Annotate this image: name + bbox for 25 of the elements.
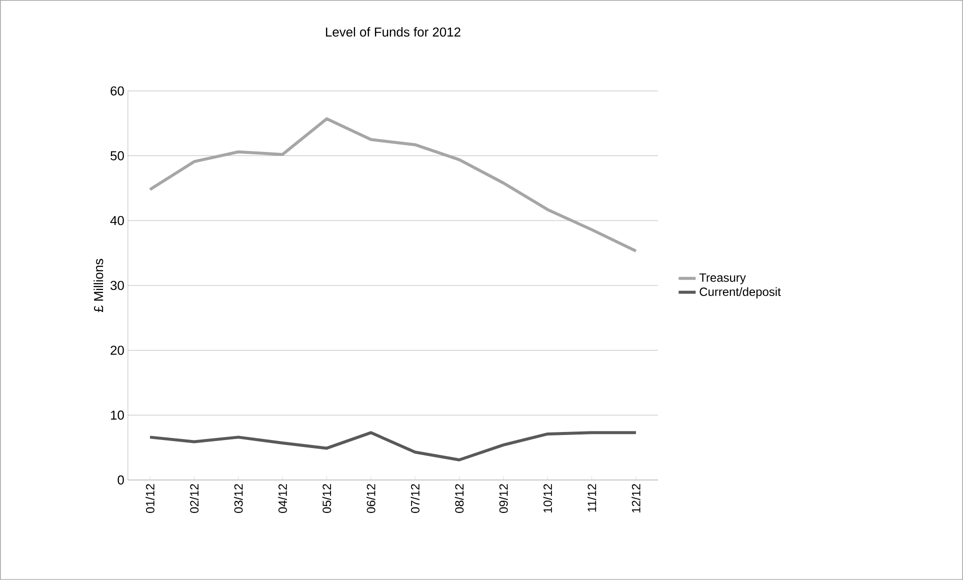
y-axis-title: £ Millions	[94, 258, 104, 312]
x-tick-label: 03/12	[234, 484, 243, 514]
x-tick-label: 12/12	[632, 484, 640, 513]
x-tick-label: 07/12	[410, 484, 420, 514]
legend-label: Current/deposit	[700, 287, 781, 298]
line-series	[148, 117, 638, 253]
y-tick-label: 10	[110, 410, 124, 420]
legend-label: Treasury	[699, 274, 746, 284]
x-tick-label: 08/12	[454, 484, 464, 514]
y-tick-label: 30	[110, 280, 124, 290]
chart-title: Level of Funds for 2012	[326, 27, 460, 37]
line-series	[148, 431, 638, 462]
y-tick-label: 60	[110, 86, 124, 96]
x-tick-label: 06/12	[366, 484, 376, 514]
y-tick-label: 50	[110, 151, 124, 160]
x-tick-label: 11/12	[587, 484, 596, 512]
x-tick-label: 04/12	[278, 484, 287, 514]
x-tick-label: 09/12	[499, 484, 508, 514]
y-tick-label: 0	[118, 475, 124, 485]
x-tick-label: 05/12	[322, 484, 332, 514]
x-tick-label: 02/12	[190, 484, 199, 514]
x-tick-label: 10/12	[543, 484, 552, 513]
y-tick-label: 20	[110, 346, 124, 355]
y-tick-label: 40	[110, 216, 124, 226]
x-tick-label: 01/12	[146, 484, 154, 514]
